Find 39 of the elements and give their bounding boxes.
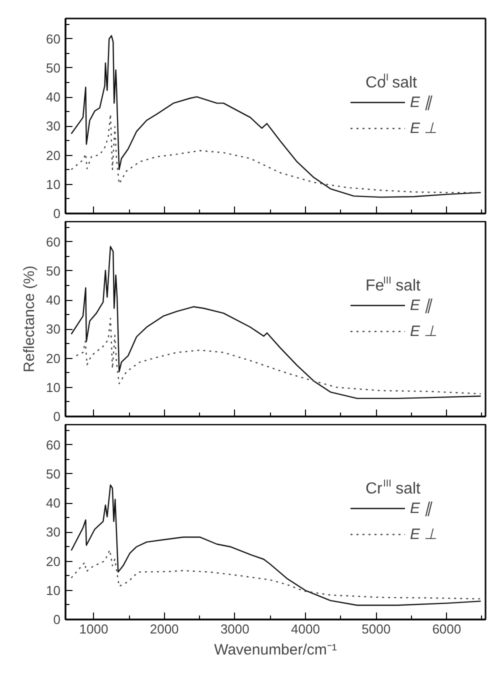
y-tick-label: 0: [53, 206, 61, 221]
y-tick-label: 10: [46, 582, 61, 598]
y-tick-label: 40: [46, 292, 61, 308]
x-tick-label: 1000: [79, 622, 108, 636]
y-tick-label: 50: [46, 60, 61, 76]
y-tick-label: 30: [46, 524, 61, 540]
x-tick-label: 5000: [362, 622, 391, 636]
y-tick-label: 60: [46, 31, 61, 46]
y-tick-label: 60: [46, 234, 61, 250]
x-tick-label: 3000: [220, 622, 250, 636]
legend-label: E ⊥: [410, 322, 438, 340]
y-axis-title: Reflectance (%): [21, 266, 38, 372]
y-tick-label: 40: [46, 496, 61, 511]
line-series: [70, 35, 482, 198]
line-series: [76, 318, 482, 394]
y-tick-label: 50: [46, 263, 61, 278]
y-tick-label: 60: [46, 437, 61, 452]
y-tick-label: 10: [46, 380, 61, 395]
y-tick-label: 50: [46, 466, 61, 482]
line-series: [70, 549, 482, 600]
line-series: [70, 246, 482, 400]
y-tick-label: 20: [46, 148, 61, 163]
legend-label: E ⊥: [410, 525, 438, 543]
y-tick-label: 0: [53, 409, 61, 424]
y-tick-label: 30: [46, 118, 61, 134]
y-tick-label: 0: [53, 612, 61, 627]
x-tick-label: 4000: [291, 622, 320, 636]
y-tick-label: 20: [46, 554, 61, 569]
y-tick-label: 10: [46, 176, 61, 192]
legend-label: E ∥: [410, 93, 432, 111]
x-tick-label: 6000: [432, 622, 462, 636]
y-tick-label: 40: [46, 90, 61, 105]
x-axis-title: Wavenumber/cm⁻¹: [214, 642, 337, 658]
x-tick-label: 2000: [150, 622, 179, 636]
y-tick-label: 30: [46, 322, 61, 337]
legend-label: E ∥: [410, 296, 432, 314]
y-tick-label: 20: [46, 350, 61, 366]
legend-label: E ⊥: [410, 119, 438, 137]
legend-label: E ∥: [410, 499, 432, 517]
